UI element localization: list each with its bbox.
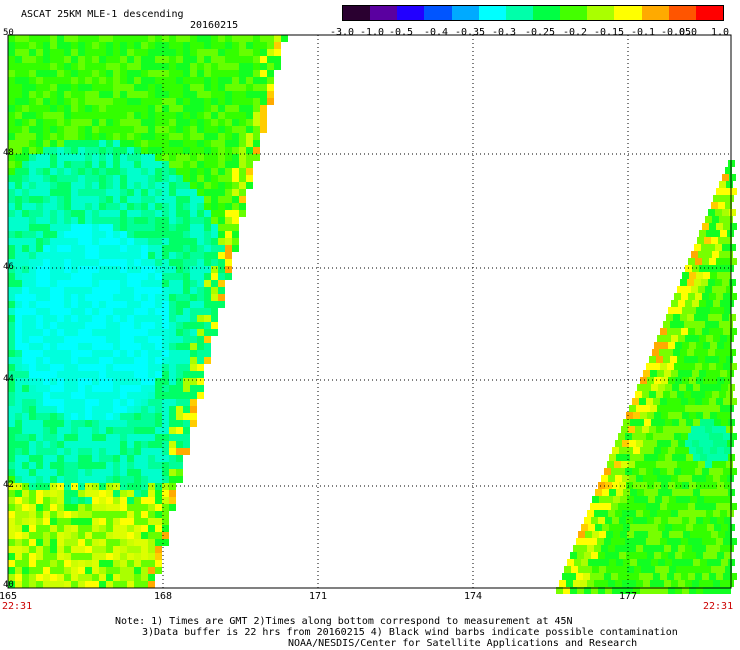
note-line-1: Note: 1) Times are GMT 2)Times along bot… [115, 616, 573, 627]
color-scale-labels: -3.0 -1.0 -0.5 -0.4 -0.35 -0.3 -0.25 -0.2 -0.15-… [0, 27, 740, 39]
map-frame [7, 34, 732, 589]
color-scale-label: 1.0 [710, 27, 730, 38]
color-scale-label: -0.4 [423, 27, 449, 38]
color-scale-swatch [343, 6, 371, 20]
lat-label-50: 50 [3, 28, 14, 38]
color-scale-label: -1.0 [359, 27, 385, 38]
color-scale-label: -0.5 [388, 27, 414, 38]
color-scale-swatch [560, 6, 588, 20]
map-graticule [8, 35, 731, 588]
color-scale-swatch [478, 6, 506, 20]
time-right: 22:31 [703, 601, 734, 612]
lon-label-165: 165 [0, 591, 18, 602]
lat-label-48: 48 [3, 148, 14, 158]
color-scale-swatch [505, 6, 533, 20]
color-scale-swatch [695, 6, 723, 20]
color-scale-label: -0.15 [593, 27, 625, 38]
color-scale-swatch [587, 6, 615, 20]
lon-label-174: 174 [463, 591, 483, 602]
color-scale-label: -0.35 [454, 27, 486, 38]
lon-label-177: 177 [618, 591, 638, 602]
color-scale-swatch [424, 6, 452, 20]
color-scale-label: -0.1 [630, 27, 656, 38]
color-scale-label: -3.0 [329, 27, 355, 38]
color-scale-swatch [668, 6, 696, 20]
time-left: 22:31 [2, 601, 33, 612]
lon-label-171: 171 [308, 591, 328, 602]
lon-label-168: 168 [153, 591, 173, 602]
note-line-3: NOAA/NESDIS/Center for Satellite Applica… [288, 638, 638, 649]
lat-label-40: 40 [3, 580, 14, 590]
color-scale-swatch [397, 6, 425, 20]
color-scale-swatch [532, 6, 561, 20]
color-scale-bar [342, 5, 724, 21]
color-scale-label: -0.25 [524, 27, 556, 38]
color-scale-swatch [614, 6, 642, 20]
lat-label-44: 44 [3, 374, 14, 384]
color-scale-swatch [641, 6, 669, 20]
color-scale-swatch [370, 6, 398, 20]
color-scale-swatch [451, 6, 479, 20]
color-scale-label: 0.0 [678, 27, 698, 38]
map-title: ASCAT 25KM MLE-1 descending [21, 9, 184, 20]
lat-label-46: 46 [3, 262, 14, 272]
map-date: 20160215 [190, 20, 239, 31]
color-scale-label: -0.05 [660, 27, 692, 38]
data-swath [8, 35, 737, 594]
color-scale-label: -0.2 [562, 27, 588, 38]
note-line-2: 3)Data buffer is 22 hrs from 20160215 4)… [142, 627, 678, 638]
color-scale-label: -0.3 [491, 27, 517, 38]
lat-label-42: 42 [3, 480, 14, 490]
